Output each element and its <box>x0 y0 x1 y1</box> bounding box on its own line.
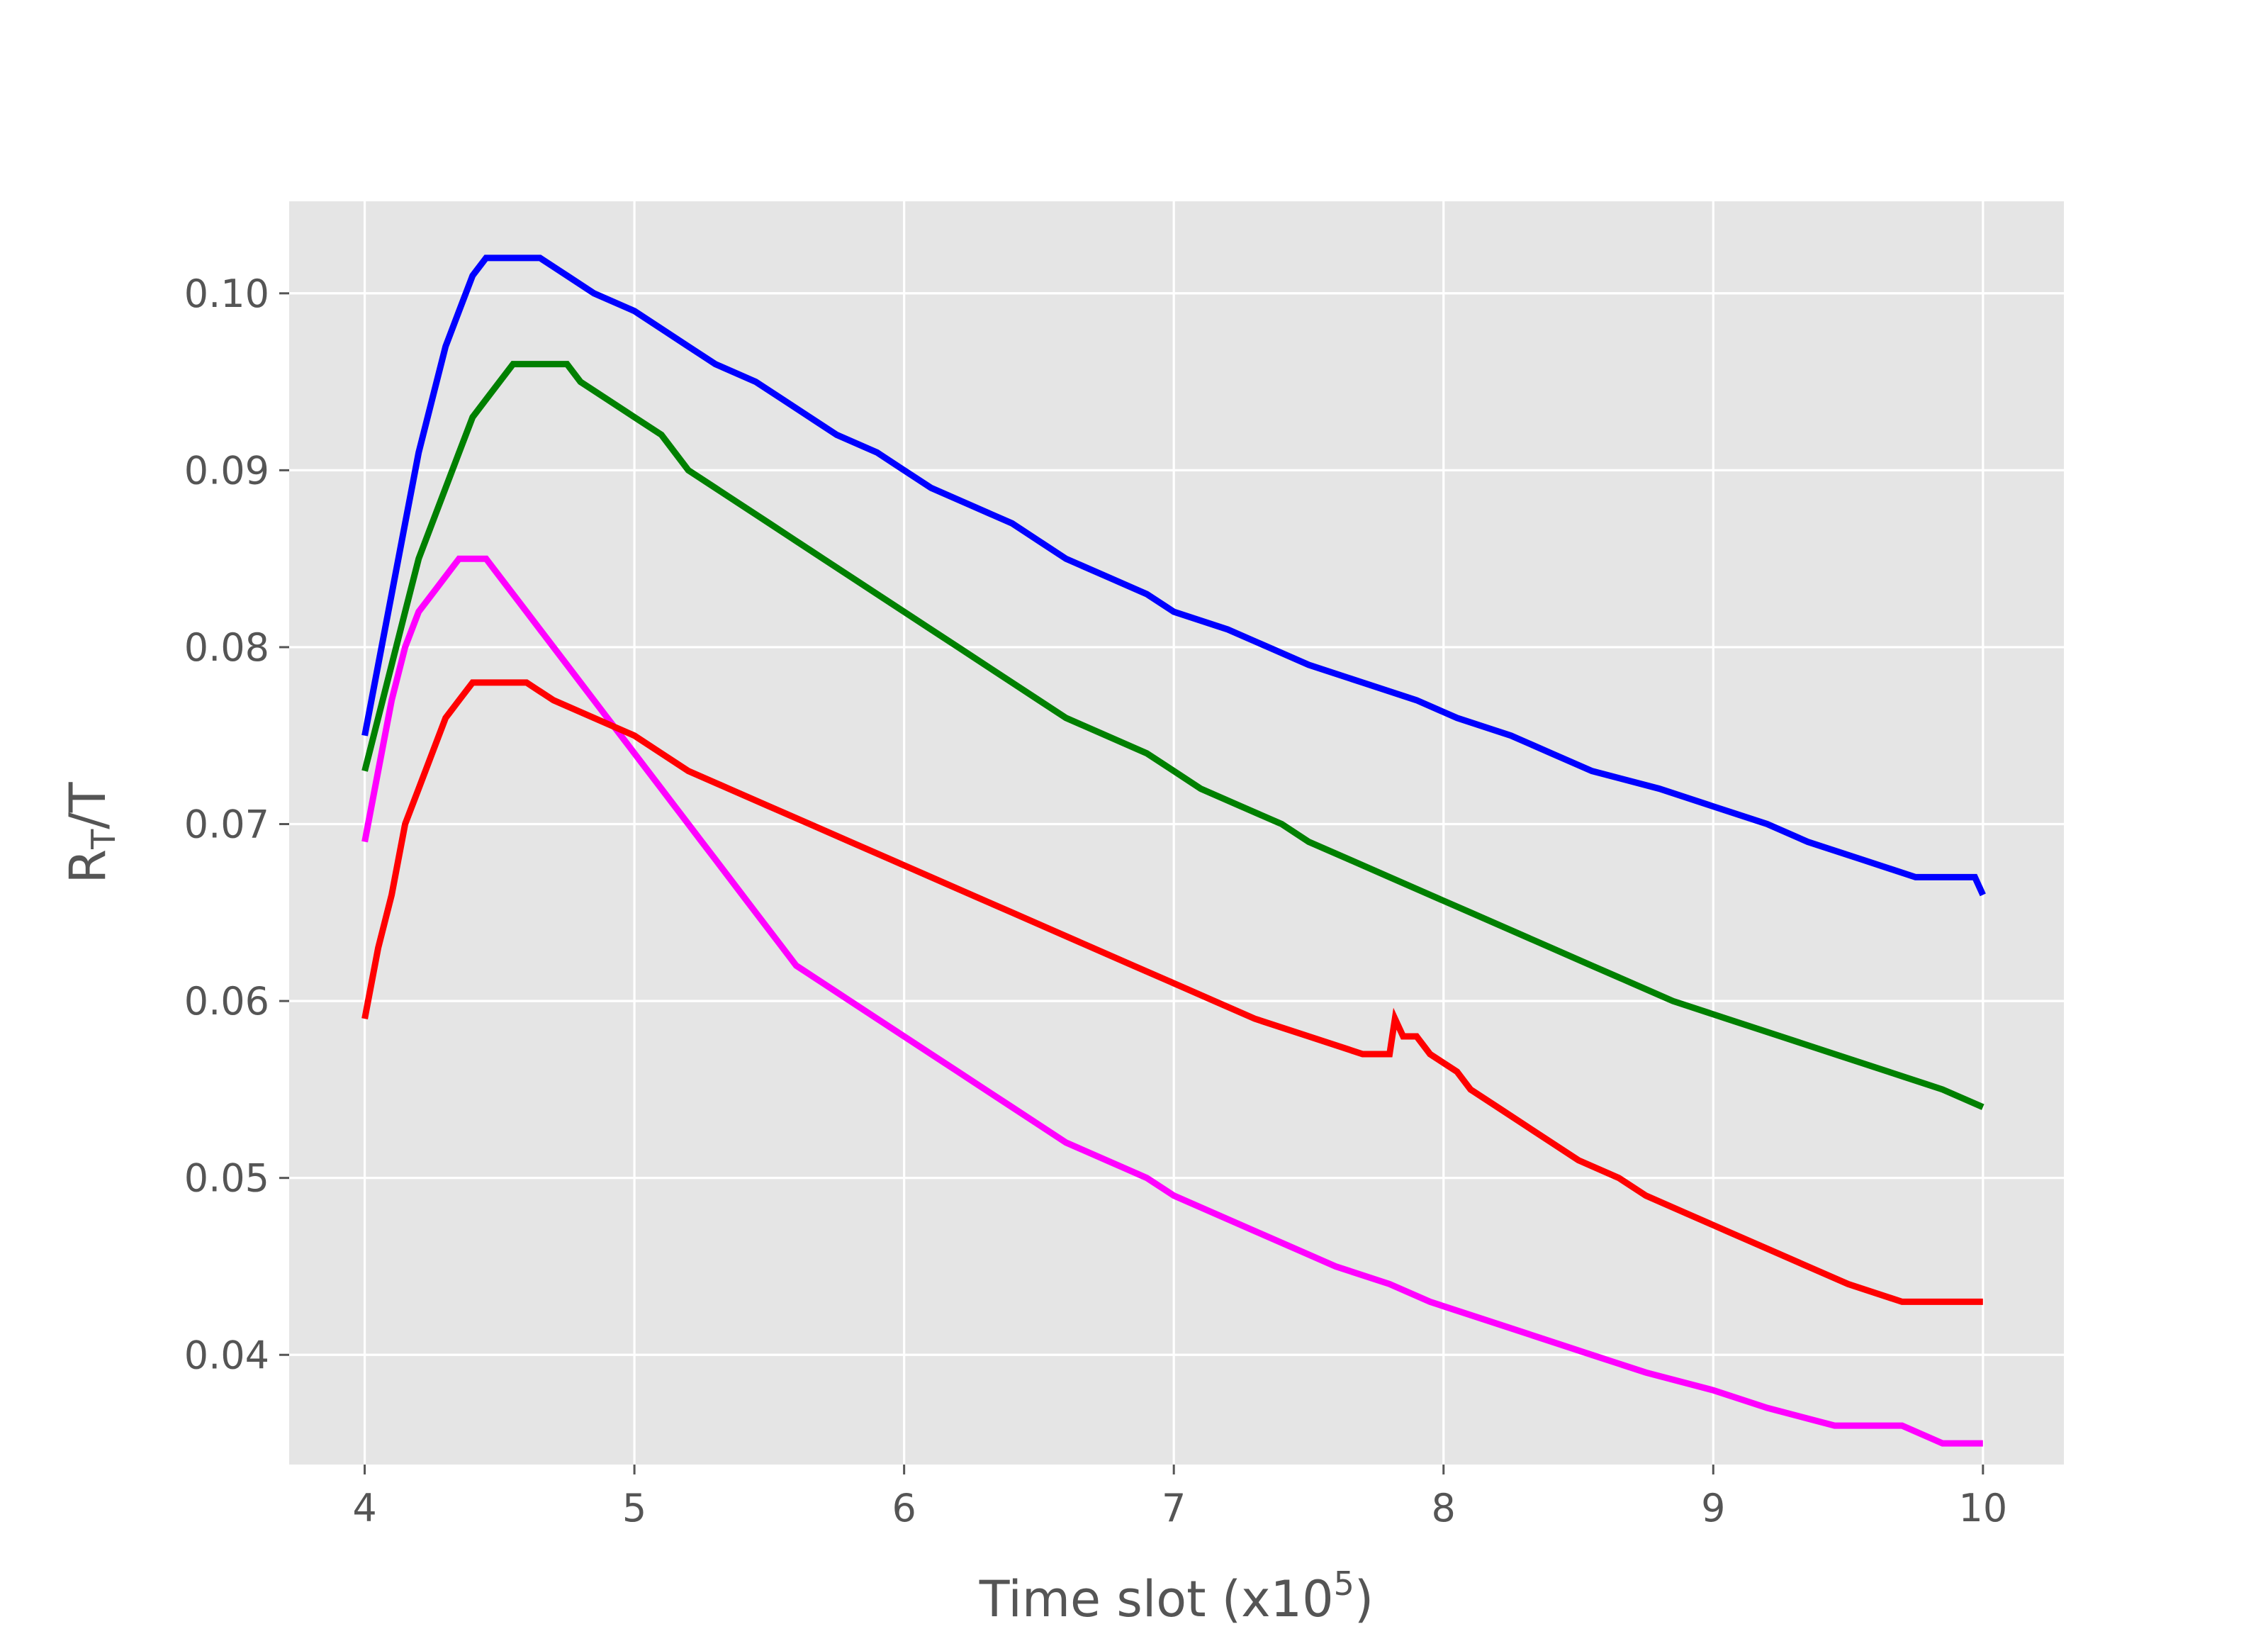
x-axis-label-superscript: 5 <box>1334 1564 1354 1603</box>
y-axis-label-tail: /T <box>59 782 117 829</box>
grid <box>289 201 2064 1465</box>
y-axis-label-text: R <box>59 849 117 884</box>
series-layer <box>361 254 1986 1447</box>
x-tick-label: 8 <box>1432 1486 1456 1530</box>
y-tick-label: 0.04 <box>184 1333 269 1377</box>
x-tick-label: 10 <box>1958 1486 2007 1530</box>
tick-labels: 4 5 6 7 8 9 10 0.04 0.05 0.06 0.07 0.08 0.09 0.10 <box>184 272 2007 1530</box>
y-tick-label: 0.06 <box>184 979 269 1024</box>
series-line-2 <box>361 555 1983 1447</box>
x-axis-label: Time slot (x105) <box>979 1564 1374 1628</box>
y-tick-label: 0.10 <box>184 272 269 316</box>
x-tick-label: 4 <box>352 1486 376 1530</box>
y-axis-label-subscript: T <box>84 829 123 850</box>
series-line-1 <box>361 361 1984 1110</box>
y-tick-label: 0.08 <box>184 625 269 670</box>
plot-background <box>289 201 2064 1465</box>
y-axis-label: RT/T <box>59 782 123 883</box>
x-tick-label: 5 <box>622 1486 646 1530</box>
x-tick-label: 6 <box>892 1486 916 1530</box>
x-tick-label: 7 <box>1162 1486 1186 1530</box>
tick-marks <box>279 292 1984 1474</box>
series-line-0 <box>361 254 1986 897</box>
y-tick-label: 0.09 <box>184 448 269 493</box>
series-line-3 <box>361 679 1983 1305</box>
x-tick-label: 9 <box>1701 1486 1725 1530</box>
x-axis-label-tail: ) <box>1354 1570 1374 1628</box>
y-tick-label: 0.07 <box>184 802 269 847</box>
x-axis-label-text: Time slot (x10 <box>979 1570 1334 1628</box>
y-tick-label: 0.05 <box>184 1156 269 1201</box>
